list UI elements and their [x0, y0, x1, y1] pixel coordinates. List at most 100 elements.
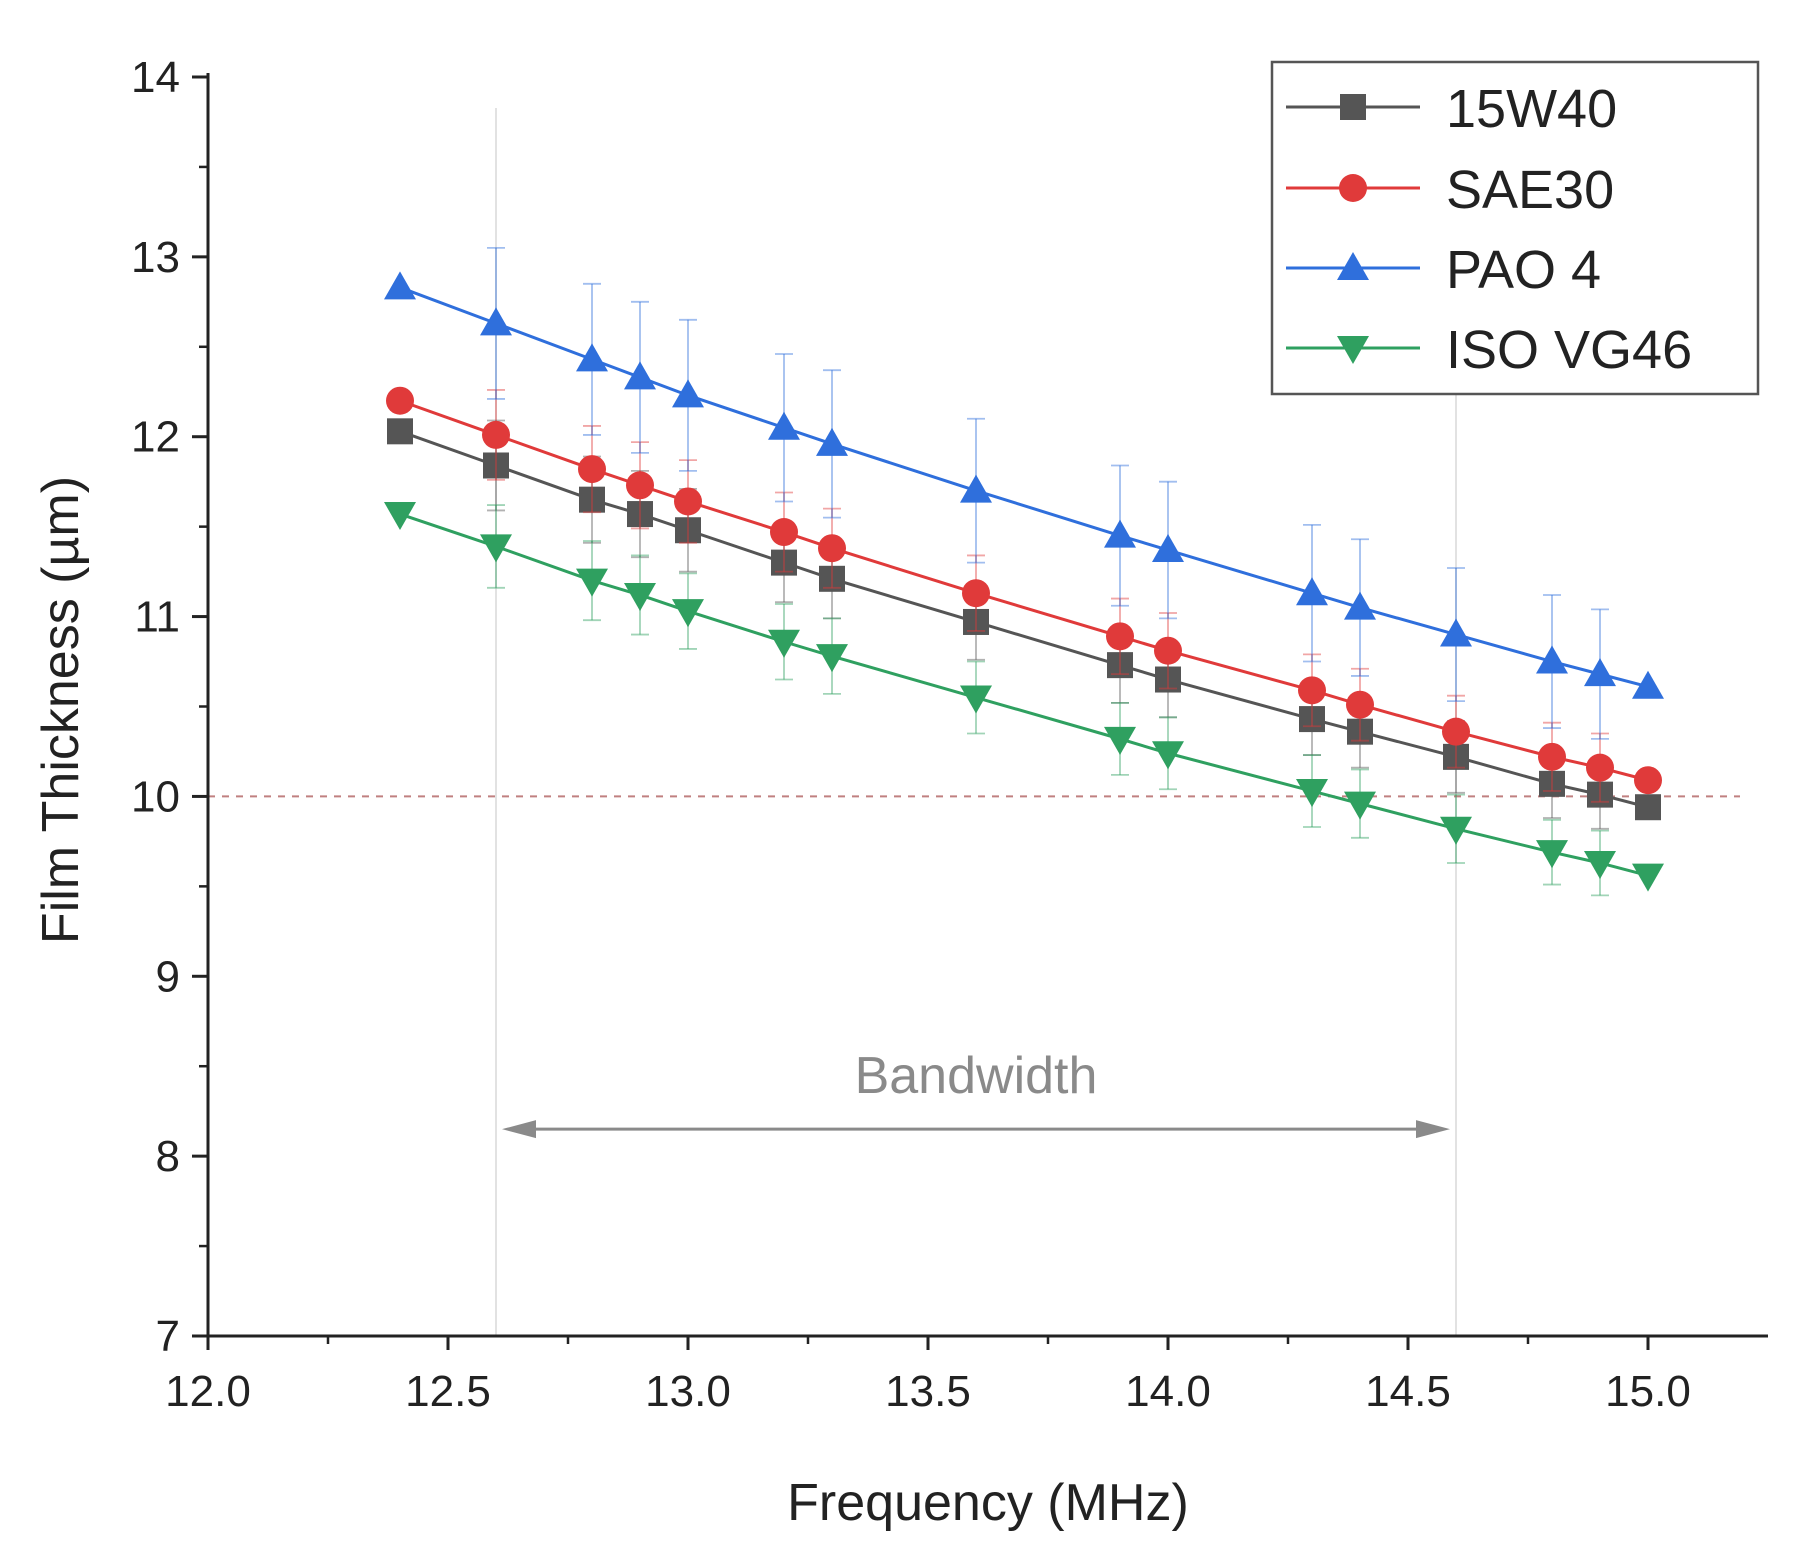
- legend-label: 15W40: [1446, 79, 1617, 139]
- bandwidth-arrowhead-left: [502, 1120, 536, 1139]
- x-tick-label: 12.5: [405, 1367, 491, 1416]
- data-point: [1584, 658, 1616, 687]
- y-tick-label: 12: [131, 413, 180, 462]
- bandwidth-annotation: Bandwidth: [502, 1047, 1450, 1139]
- legend-entry-15w40: 15W40: [1286, 79, 1617, 139]
- legend-entry-iso-vg46: ISO VG46: [1286, 320, 1692, 380]
- x-tick-label: 13.5: [885, 1367, 971, 1416]
- data-point: [1536, 645, 1568, 674]
- data-point: [962, 579, 990, 608]
- legend: 15W40 SAE30 PAO 4 ISO VG46: [1270, 60, 1760, 396]
- data-point: [386, 386, 414, 415]
- data-point: [963, 608, 989, 635]
- bandwidth-label: Bandwidth: [855, 1047, 1098, 1105]
- data-point: [1155, 666, 1181, 693]
- legend-label: ISO VG46: [1446, 320, 1692, 380]
- series-15w40: [387, 418, 1661, 830]
- y-tick-label: 10: [131, 772, 180, 821]
- data-point: [768, 629, 800, 658]
- data-point: [579, 486, 605, 513]
- data-point: [816, 644, 848, 673]
- data-point: [1347, 718, 1373, 745]
- data-point: [672, 599, 704, 628]
- data-point: [1632, 670, 1664, 699]
- data-point: [1106, 622, 1134, 651]
- x-axis-title: Frequency (MHz): [787, 1474, 1189, 1532]
- y-tick-label: 7: [156, 1312, 180, 1361]
- x-tick-label: 12.0: [165, 1367, 251, 1416]
- series-layer: [384, 246, 1664, 897]
- legend-label: SAE30: [1446, 160, 1614, 220]
- data-point: [624, 582, 656, 611]
- bandwidth-arrowhead-right: [1416, 1120, 1450, 1139]
- data-point: [480, 307, 512, 336]
- data-point: [1440, 618, 1472, 647]
- data-point: [1634, 766, 1662, 795]
- series-line: [399, 286, 1649, 689]
- series-line: [399, 429, 1649, 809]
- data-point: [674, 487, 702, 516]
- x-axis: 12.0 12.5 13.0 13.5 14.0 14.5 15.0: [165, 1334, 1768, 1416]
- data-point: [1296, 577, 1328, 606]
- data-point: [624, 361, 656, 390]
- data-point: [818, 534, 846, 563]
- data-point: [576, 343, 608, 372]
- data-point: [1635, 794, 1661, 821]
- data-point: [1632, 863, 1664, 892]
- data-point: [819, 565, 845, 592]
- data-point: [480, 534, 512, 563]
- data-point: [384, 502, 416, 531]
- legend-marker: [1340, 94, 1366, 120]
- legend-entry-pao-4: PAO 4: [1286, 240, 1601, 300]
- data-point: [482, 420, 510, 449]
- data-point: [1298, 676, 1326, 705]
- data-point: [1344, 591, 1376, 620]
- y-axis-title: Film Thickness (µm): [32, 476, 90, 944]
- data-point: [1443, 743, 1469, 770]
- series-line: [399, 399, 1649, 782]
- data-point: [576, 568, 608, 597]
- series-sae30: [386, 386, 1662, 803]
- data-point: [1299, 706, 1325, 733]
- x-tick-label: 15.0: [1605, 1367, 1691, 1416]
- data-point: [1296, 779, 1328, 808]
- data-point: [483, 452, 509, 479]
- data-point: [1536, 840, 1568, 869]
- data-point: [626, 471, 654, 500]
- series-iso-vg46: [384, 502, 1664, 897]
- legend-marker: [1339, 174, 1367, 202]
- data-point: [384, 271, 416, 300]
- data-point: [768, 411, 800, 440]
- x-tick-label: 14.0: [1125, 1367, 1211, 1416]
- data-point: [960, 474, 992, 503]
- series-line: [399, 512, 1649, 878]
- y-tick-label: 14: [131, 53, 180, 102]
- data-point: [771, 549, 797, 576]
- data-point: [816, 427, 848, 456]
- data-point: [1344, 791, 1376, 820]
- y-tick-label: 13: [131, 233, 180, 282]
- data-point: [1152, 741, 1184, 770]
- series-pao-4: [384, 246, 1664, 740]
- data-point: [387, 418, 413, 445]
- legend-marker: [1337, 336, 1369, 364]
- data-point: [960, 685, 992, 714]
- data-point: [672, 379, 704, 408]
- legend-marker: [1337, 252, 1369, 280]
- y-tick-label: 8: [156, 1132, 180, 1181]
- y-tick-label: 9: [156, 952, 180, 1001]
- data-point: [578, 455, 606, 484]
- x-tick-label: 14.5: [1365, 1367, 1451, 1416]
- data-point: [1104, 519, 1136, 548]
- y-axis: 7 8 9 10 11 12 13 14: [131, 53, 210, 1361]
- legend-label: PAO 4: [1446, 240, 1601, 300]
- data-point: [1152, 534, 1184, 563]
- data-point: [1587, 781, 1613, 808]
- data-point: [1539, 770, 1565, 797]
- data-point: [1584, 850, 1616, 879]
- data-point: [1538, 742, 1566, 771]
- data-point: [1104, 726, 1136, 755]
- x-tick-label: 13.0: [645, 1367, 731, 1416]
- data-point: [1586, 753, 1614, 782]
